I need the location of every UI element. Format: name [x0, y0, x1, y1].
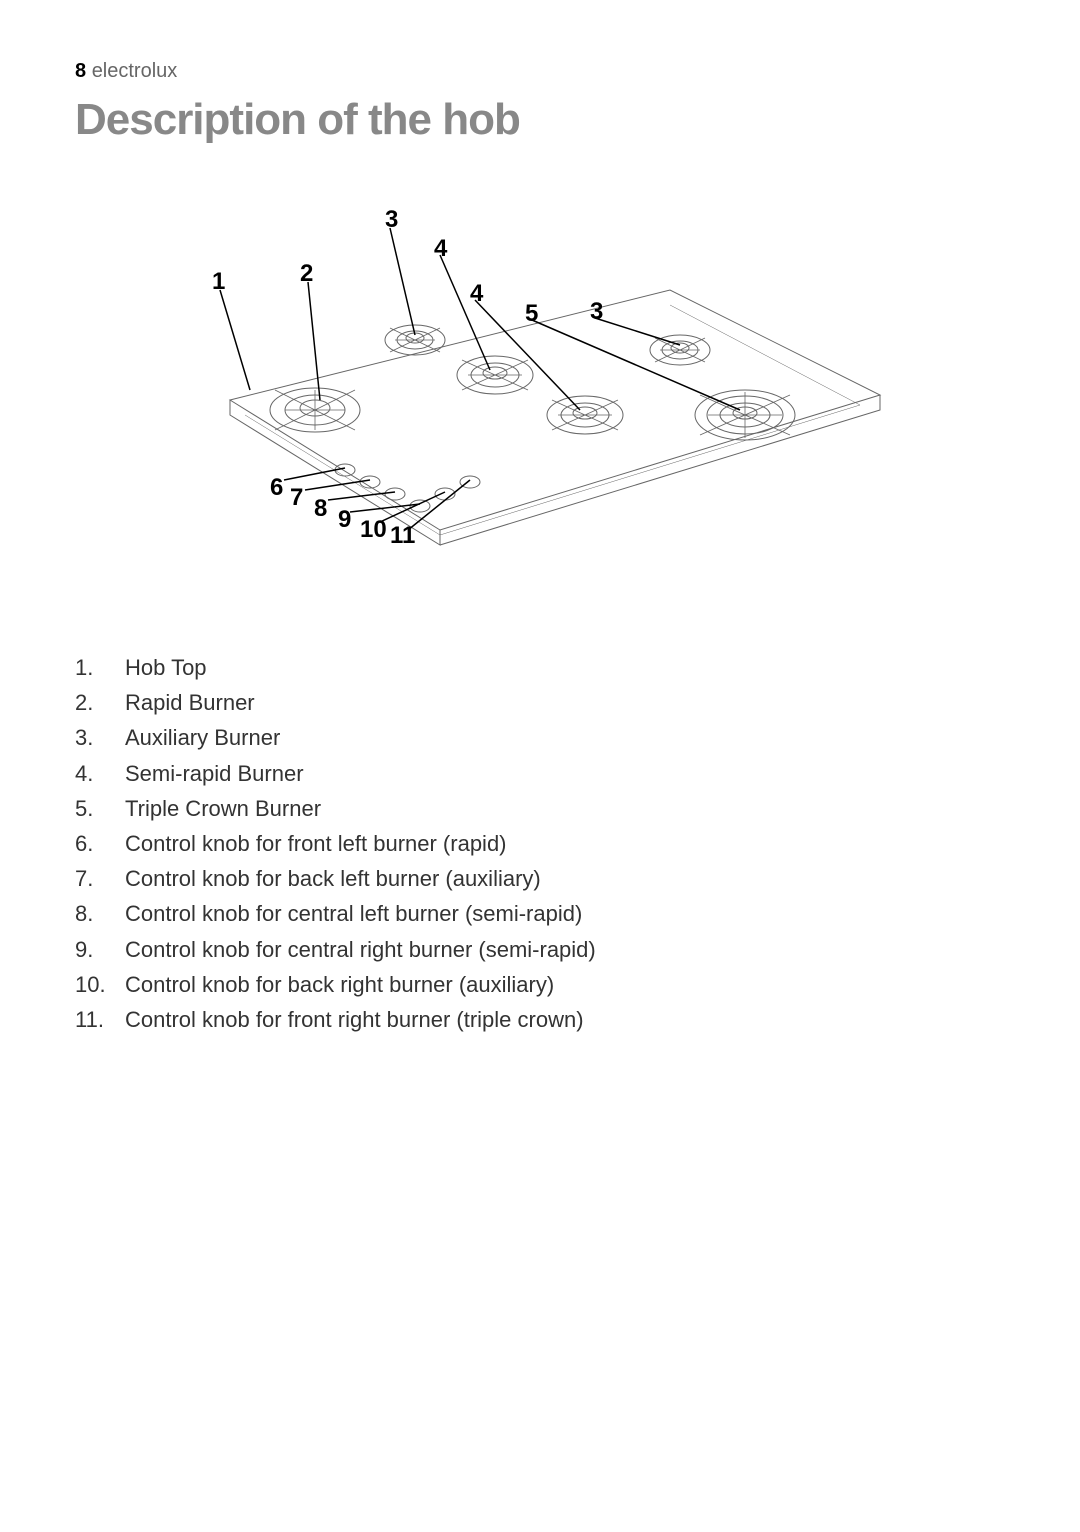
- callout-label-7: 7: [290, 484, 303, 512]
- callout-label-8: 8: [314, 495, 327, 523]
- legend-number: 9.: [75, 932, 125, 967]
- legend-number: 4.: [75, 756, 125, 791]
- legend-number: 3.: [75, 720, 125, 755]
- brand-name: electrolux: [92, 60, 178, 82]
- legend-number: 11.: [75, 1002, 125, 1037]
- legend-item: 11.Control knob for front right burner (…: [75, 1002, 596, 1037]
- legend-text: Auxiliary Burner: [125, 720, 596, 755]
- legend-item: 4.Semi-rapid Burner: [75, 756, 596, 791]
- legend-text: Control knob for front left burner (rapi…: [125, 826, 596, 861]
- legend-text: Control knob for back left burner (auxil…: [125, 861, 596, 896]
- callout-label-5: 5: [525, 300, 538, 328]
- page-title: Description of the hob: [75, 95, 520, 145]
- legend-item: 9.Control knob for central right burner …: [75, 932, 596, 967]
- legend-item: 1.Hob Top: [75, 650, 596, 685]
- legend-item: 6.Control knob for front left burner (ra…: [75, 826, 596, 861]
- legend-list: 1.Hob Top2.Rapid Burner3.Auxiliary Burne…: [75, 650, 596, 1037]
- legend-number: 5.: [75, 791, 125, 826]
- legend-text: Control knob for central left burner (se…: [125, 896, 596, 931]
- legend-item: 3.Auxiliary Burner: [75, 720, 596, 755]
- hob-diagram: 1 2 3 44 5 3 6789 1011: [190, 190, 910, 580]
- legend-item: 2.Rapid Burner: [75, 685, 596, 720]
- callout-label-9: 9: [338, 506, 351, 534]
- callout-label-11: 11: [390, 522, 415, 550]
- legend-number: 1.: [75, 650, 125, 685]
- callout-label-4: 4: [434, 235, 447, 263]
- legend-text: Control knob for front right burner (tri…: [125, 1002, 596, 1037]
- page-header: 8 electrolux: [75, 60, 177, 83]
- callout-label-6: 6: [270, 474, 283, 502]
- callout-label-4: 4: [470, 280, 483, 308]
- legend-item: 5.Triple Crown Burner: [75, 791, 596, 826]
- legend-text: Rapid Burner: [125, 685, 596, 720]
- legend-text: Semi-rapid Burner: [125, 756, 596, 791]
- callout-label-2: 2: [300, 260, 313, 288]
- legend-number: 10.: [75, 967, 125, 1002]
- legend-item: 8.Control knob for central left burner (…: [75, 896, 596, 931]
- legend-number: 2.: [75, 685, 125, 720]
- page-number: 8: [75, 60, 86, 82]
- legend-text: Control knob for back right burner (auxi…: [125, 967, 596, 1002]
- callout-label-10: 10: [360, 516, 387, 544]
- callout-label-3: 3: [590, 298, 603, 326]
- legend-text: Hob Top: [125, 650, 596, 685]
- legend-text: Control knob for central right burner (s…: [125, 932, 596, 967]
- legend-text: Triple Crown Burner: [125, 791, 596, 826]
- callout-label-3: 3: [385, 206, 398, 234]
- hob-illustration-svg: [190, 190, 910, 580]
- callout-label-1: 1: [212, 268, 225, 296]
- legend-number: 6.: [75, 826, 125, 861]
- legend-number: 8.: [75, 896, 125, 931]
- legend-item: 7.Control knob for back left burner (aux…: [75, 861, 596, 896]
- legend-number: 7.: [75, 861, 125, 896]
- legend-item: 10.Control knob for back right burner (a…: [75, 967, 596, 1002]
